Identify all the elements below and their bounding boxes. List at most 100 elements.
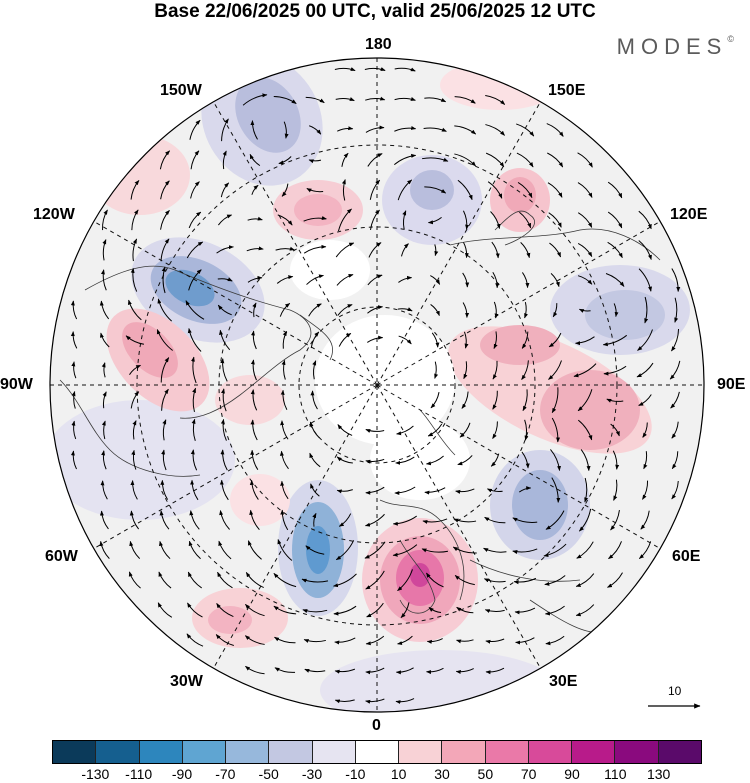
wind-vector [366,602,384,618]
wind-vector [455,668,474,674]
vector-key: 10 [640,684,710,714]
wind-vector [337,208,352,232]
wind-vector [71,390,76,409]
wind-vector [400,602,410,619]
wind-vector [423,127,447,132]
wind-vector [426,638,443,644]
colorbar-ticks: -130 -110 -90 -70 -50 -30 -10 10 30 50 70 90 110 130 [52,766,702,783]
wind-vector [577,275,593,285]
colorbar-tick-label: -50 [258,766,279,782]
wind-vector [365,667,385,675]
wind-vector [369,179,381,200]
wind-vector [217,214,233,226]
wind-vector [577,242,593,258]
wind-vector [462,272,470,288]
colorbar-segment [485,741,529,763]
wind-vector [247,216,263,221]
wind-vector [281,359,286,380]
wind-vector [521,331,529,349]
wind-vector [454,125,477,135]
wind-vector [452,546,477,554]
wind-vector [610,509,620,531]
colorbar-segment [355,741,400,763]
wind-vector [102,239,107,261]
wind-vector [610,423,620,437]
wind-vector [309,125,322,135]
wind-vector [397,179,413,201]
wind-vector [513,577,537,585]
wind-vector [247,275,263,283]
wind-vector [303,244,327,254]
wind-vector [250,359,257,381]
wind-vector [543,543,567,558]
wind-vector [519,211,532,229]
wind-vector [402,210,407,230]
wind-vector [397,569,413,592]
wind-vector [398,275,413,283]
wind-vector [190,150,200,170]
wind-vector [337,126,354,132]
wind-vector [247,540,262,560]
wind-vector [548,332,562,348]
wind-vector [573,363,597,378]
wind-vector [101,420,106,440]
vector-key-label: 10 [668,684,682,698]
wind-vector [638,268,653,292]
wind-vector [550,449,562,472]
wind-vector [454,153,477,167]
wind-vector [401,243,409,257]
wind-vector [218,540,232,560]
wind-vector [671,421,679,439]
wind-vector [424,487,446,495]
wind-vector [100,480,108,500]
wind-vector [337,304,353,316]
wind-vector [190,449,198,471]
colorbar-segment [53,741,97,763]
wind-vector [70,450,77,470]
wind-vector [128,571,141,589]
wind-vector [671,451,679,470]
wind-vector [392,515,417,526]
wind-vector [335,97,355,102]
wind-vector [454,96,476,104]
graticule [50,58,704,712]
wind-vector [613,303,619,318]
wind-vector [336,273,354,286]
wind-vector [310,390,318,410]
wind-vector [305,96,325,104]
wind-vector [427,423,443,437]
wind-vector [99,332,110,348]
wind-vector [217,277,233,282]
wind-vector [463,361,468,380]
wind-vector [219,329,231,351]
wind-vector [280,480,289,500]
wind-vector [548,212,562,228]
wind-vector [492,272,500,289]
wind-vector [221,388,227,412]
wind-vector [160,180,170,200]
wind-vector [640,510,650,530]
colorbar-tick-label: 70 [520,766,537,782]
wind-vector [310,483,320,497]
wind-vector [160,238,170,262]
wind-vector [524,301,528,319]
wind-vector [274,636,296,644]
lon-label-30w: 30W [170,673,203,690]
wind-vector [215,634,234,646]
colorbar-segment [96,741,140,763]
wind-vector [161,266,166,294]
wind-vector [577,389,593,412]
wind-vector [129,540,141,560]
wind-vector [190,181,200,199]
colorbar-segment [658,741,701,763]
wind-vector [514,607,536,615]
wind-vector [188,269,202,291]
wind-vector [575,573,595,587]
lon-label-150w: 150W [160,82,202,99]
lon-label-120w: 120W [33,206,75,223]
wind-vector [101,362,106,378]
wind-vector [334,668,356,674]
wind-vector [190,356,197,384]
wind-vector [304,668,326,673]
wind-vector [250,419,258,441]
